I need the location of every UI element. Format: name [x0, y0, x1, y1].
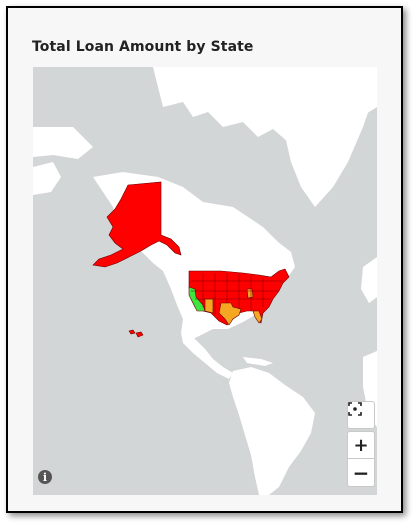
greenland	[281, 67, 377, 207]
europe-edge	[361, 257, 377, 303]
map-canvas[interactable]	[33, 67, 377, 495]
state-florida[interactable]	[252, 310, 263, 324]
fit-to-screen-icon	[348, 402, 362, 416]
state-georgia[interactable]	[246, 288, 254, 299]
state-texas[interactable]	[218, 302, 242, 326]
state-shapes	[92, 181, 290, 338]
state-hawaii[interactable]	[128, 329, 144, 338]
widget-title: Total Loan Amount by State	[32, 39, 254, 55]
asia-edge	[33, 162, 61, 195]
south-america	[229, 367, 315, 495]
map-widget: Total Loan Amount by State	[6, 6, 403, 513]
state-borders	[191, 273, 283, 315]
info-icon[interactable]: i	[38, 470, 52, 484]
zoom-out-button[interactable]: −	[347, 459, 375, 487]
state-arizona[interactable]	[204, 298, 214, 314]
zoom-in-button[interactable]: +	[347, 431, 375, 459]
central-america	[181, 333, 233, 379]
siberia-edge	[33, 127, 93, 159]
state-alaska[interactable]	[92, 181, 182, 268]
fit-to-screen-button[interactable]	[347, 401, 375, 429]
caribbean	[243, 357, 273, 366]
choropleth-map[interactable]: + − i	[33, 67, 377, 495]
